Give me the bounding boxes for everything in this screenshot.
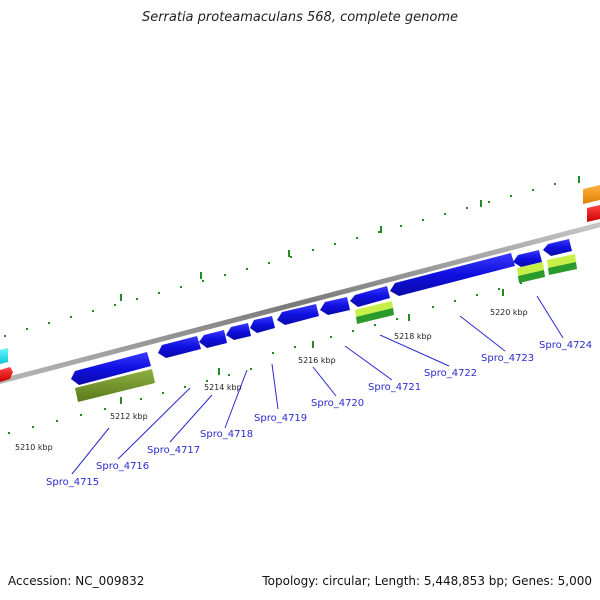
inner-tick-track (8, 282, 522, 434)
red-feature-left (0, 367, 13, 382)
green-feature (548, 262, 577, 275)
cds-arrow (543, 239, 572, 256)
orange-feature (583, 185, 600, 204)
olive-feature (75, 369, 155, 402)
gene-label-spro-4719: Spro_4719 (254, 413, 307, 424)
cds-arrow (390, 253, 515, 296)
feature-track (75, 254, 577, 402)
green-feature (356, 308, 394, 324)
gene-label-spro-4723: Spro_4723 (481, 353, 534, 364)
gene-label-spro-4718: Spro_4718 (200, 429, 253, 440)
scale-labels: 5210 kbp 5212 kbp 5214 kbp 5216 kbp 5218… (15, 308, 528, 452)
cds-arrow (277, 304, 319, 325)
cds-arrow (250, 316, 275, 333)
scale-label: 5214 kbp (204, 383, 242, 392)
gene-label-spro-4722: Spro_4722 (424, 368, 477, 379)
gene-labels: Spro_4715 Spro_4716 Spro_4717 Spro_4718 … (46, 340, 592, 488)
scale-label: 5220 kbp (490, 308, 528, 317)
scale-label: 5216 kbp (298, 356, 336, 365)
gene-label-spro-4724: Spro_4724 (539, 340, 592, 351)
cds-arrow (71, 352, 151, 385)
cds-arrow (199, 330, 227, 348)
gene-label-spro-4720: Spro_4720 (311, 398, 364, 409)
cds-arrow (350, 286, 390, 307)
cyan-feature (0, 348, 8, 364)
cds-arrow (513, 250, 542, 267)
genome-backbone (0, 221, 600, 384)
gene-leader-lines (71, 295, 564, 475)
accession-text: Accession: NC_009832 (8, 574, 145, 588)
cds-arrow (226, 323, 251, 340)
red-feature-right (587, 205, 600, 222)
green-feature (518, 270, 545, 283)
lightgreen-feature (517, 262, 544, 276)
lightgreen-feature (547, 254, 576, 268)
outer-tick-track (4, 176, 580, 337)
left-edge-features (0, 348, 13, 382)
gene-label-spro-4721: Spro_4721 (368, 382, 421, 393)
cds-track (71, 239, 572, 385)
gene-label-spro-4715: Spro_4715 (46, 477, 99, 488)
gene-label-spro-4716: Spro_4716 (96, 461, 149, 472)
scale-label: 5218 kbp (394, 332, 432, 341)
lightgreen-feature (355, 301, 393, 317)
scale-label: 5212 kbp (110, 412, 148, 421)
cds-arrow (320, 297, 350, 315)
gene-label-spro-4717: Spro_4717 (147, 445, 200, 456)
top-right-features (583, 185, 600, 222)
genome-summary-text: Topology: circular; Length: 5,448,853 bp… (262, 574, 592, 588)
cds-arrow (158, 336, 201, 358)
scale-label: 5210 kbp (15, 443, 53, 452)
map-title: Serratia proteamaculans 568, complete ge… (141, 10, 459, 25)
